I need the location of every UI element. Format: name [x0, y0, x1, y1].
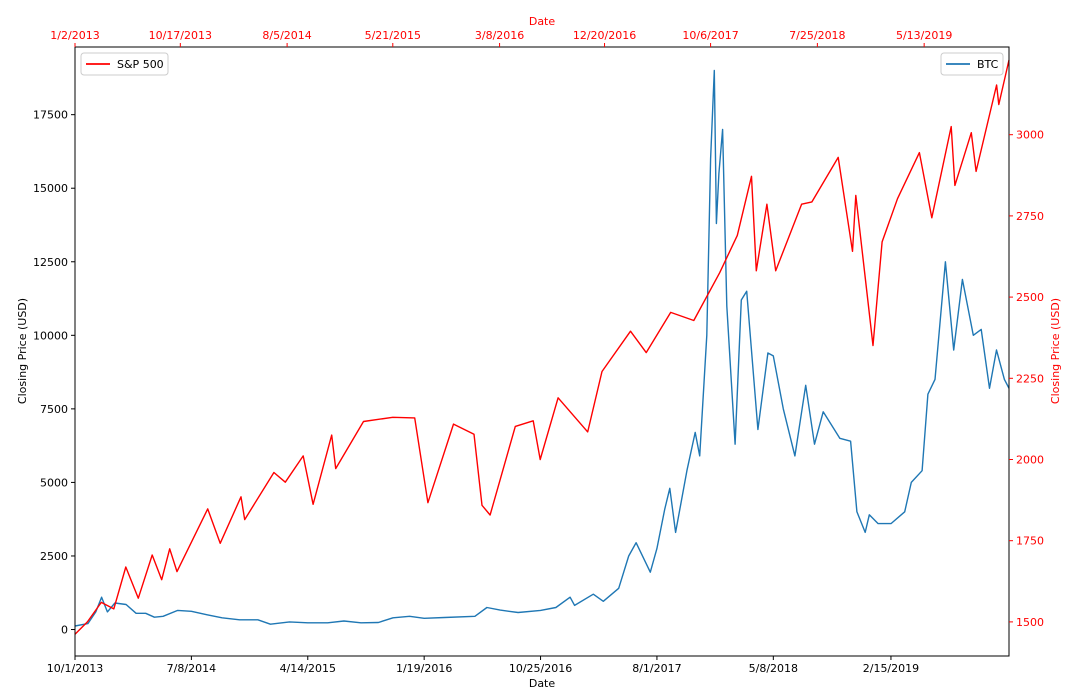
axis-ticks: 10/1/2013 7/8/2014 4/14/2015 1/19/2016 10/25…	[33, 29, 1044, 675]
y-left-tick-label: 0	[61, 624, 68, 637]
y-left-tick-label: 2500	[40, 550, 68, 563]
x-top-tick-label: 7/25/2018	[789, 29, 845, 42]
y-left-tick-label: 5000	[40, 476, 68, 489]
x-bottom-tick-label: 10/25/2016	[509, 662, 572, 675]
x-bottom-tick-label: 10/1/2013	[47, 662, 103, 675]
legend-sp500: S&P 500	[80, 52, 169, 76]
sp500-series-line	[74, 59, 1010, 635]
x-bottom-tick-label: 5/8/2018	[749, 662, 798, 675]
btc-series-line	[74, 69, 1010, 627]
y-left-tick-label: 15000	[33, 182, 68, 195]
legend-sp500-label: S&P 500	[117, 58, 164, 71]
y-right-tick-label: 1750	[1016, 535, 1044, 548]
x-top-tick-label: 3/8/2016	[475, 29, 524, 42]
legend-btc: BTC	[940, 52, 1004, 76]
y-axis-right-label: Closing Price (USD)	[1049, 298, 1062, 404]
y-right-tick-label: 1500	[1016, 616, 1044, 629]
y-right-tick-label: 2500	[1016, 291, 1044, 304]
legend-btc-label: BTC	[977, 58, 999, 71]
x-top-tick-label: 5/21/2015	[365, 29, 421, 42]
y-axis-left-label: Closing Price (USD)	[16, 298, 29, 404]
y-left-tick-label: 10000	[33, 329, 68, 342]
x-top-tick-label: 10/6/2017	[682, 29, 738, 42]
x-top-tick-label: 12/20/2016	[573, 29, 636, 42]
y-right-tick-label: 2000	[1016, 453, 1044, 466]
x-top-tick-label: 5/13/2019	[896, 29, 952, 42]
y-left-tick-label: 17500	[33, 109, 68, 122]
x-bottom-tick-label: 7/8/2014	[167, 662, 216, 675]
y-left-tick-label: 7500	[40, 403, 68, 416]
x-axis-bottom-label: Date	[529, 677, 556, 690]
x-bottom-tick-label: 2/15/2019	[863, 662, 919, 675]
y-left-tick-label: 12500	[33, 256, 68, 269]
plot-frame	[74, 46, 1010, 657]
x-bottom-tick-label: 8/1/2017	[632, 662, 681, 675]
plot-lines	[74, 59, 1010, 635]
y-right-tick-label: 3000	[1016, 129, 1044, 142]
x-top-tick-label: 8/5/2014	[262, 29, 311, 42]
x-bottom-tick-label: 4/14/2015	[280, 662, 336, 675]
x-top-tick-label: 1/2/2013	[50, 29, 99, 42]
x-top-tick-label: 10/17/2013	[149, 29, 212, 42]
legend-sp500-box	[80, 52, 169, 76]
y-right-tick-label: 2750	[1016, 210, 1044, 223]
y-right-tick-label: 2250	[1016, 372, 1044, 385]
legend-btc-box	[940, 52, 1004, 76]
x-bottom-tick-label: 1/19/2016	[396, 662, 452, 675]
x-axis-top-label: Date	[529, 15, 556, 28]
